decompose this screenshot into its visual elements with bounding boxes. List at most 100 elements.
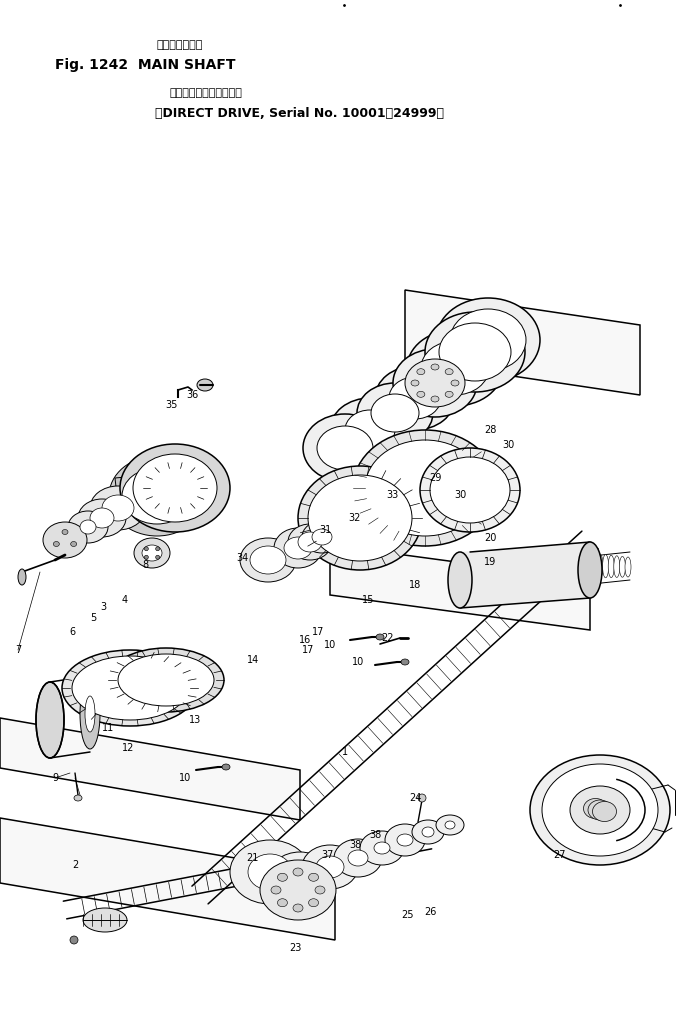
Ellipse shape: [302, 521, 342, 553]
Text: 10: 10: [324, 640, 336, 650]
Polygon shape: [0, 819, 335, 940]
Ellipse shape: [376, 634, 384, 640]
Polygon shape: [460, 542, 590, 608]
Text: 17: 17: [312, 627, 324, 637]
Text: 21: 21: [246, 853, 258, 863]
Ellipse shape: [268, 852, 332, 904]
Polygon shape: [115, 500, 140, 521]
Text: 10: 10: [352, 657, 364, 667]
Text: 5: 5: [90, 613, 96, 623]
Text: 11: 11: [102, 723, 114, 733]
Ellipse shape: [602, 554, 609, 577]
Ellipse shape: [308, 899, 319, 907]
Text: 15: 15: [362, 595, 374, 605]
Ellipse shape: [308, 873, 319, 881]
Ellipse shape: [407, 361, 463, 405]
Ellipse shape: [222, 764, 230, 770]
Ellipse shape: [430, 457, 510, 523]
Ellipse shape: [448, 552, 472, 608]
Ellipse shape: [43, 522, 87, 558]
Ellipse shape: [583, 798, 607, 819]
Polygon shape: [0, 718, 300, 820]
Text: 18: 18: [409, 580, 421, 590]
Ellipse shape: [625, 557, 631, 577]
Text: 38: 38: [369, 830, 381, 840]
Text: 12: 12: [122, 743, 134, 753]
Ellipse shape: [439, 323, 511, 381]
Ellipse shape: [360, 831, 404, 865]
Ellipse shape: [417, 369, 425, 375]
Ellipse shape: [248, 854, 292, 890]
Text: 3: 3: [100, 602, 106, 612]
Ellipse shape: [445, 821, 455, 829]
Text: 7: 7: [15, 645, 21, 655]
Text: 29: 29: [429, 473, 441, 483]
Ellipse shape: [417, 391, 425, 397]
Text: 33: 33: [386, 490, 398, 500]
Ellipse shape: [240, 538, 296, 582]
Ellipse shape: [54, 542, 59, 546]
Ellipse shape: [298, 532, 322, 552]
Ellipse shape: [450, 309, 526, 371]
Text: 23: 23: [289, 943, 301, 953]
Text: 16: 16: [299, 635, 311, 645]
Ellipse shape: [278, 873, 287, 881]
Ellipse shape: [357, 383, 433, 443]
Ellipse shape: [317, 426, 373, 470]
Ellipse shape: [250, 546, 286, 574]
Ellipse shape: [133, 454, 217, 522]
Ellipse shape: [421, 341, 489, 395]
Polygon shape: [330, 545, 590, 630]
Ellipse shape: [411, 380, 419, 386]
Ellipse shape: [284, 537, 312, 559]
Ellipse shape: [393, 349, 477, 417]
Ellipse shape: [293, 904, 303, 912]
Ellipse shape: [334, 839, 382, 877]
Text: （DIRECT DRIVE, Serial No. 10001－24999）: （DIRECT DRIVE, Serial No. 10001－24999）: [155, 107, 444, 120]
Ellipse shape: [405, 359, 465, 407]
Ellipse shape: [422, 827, 434, 837]
Ellipse shape: [530, 755, 670, 865]
Text: 35: 35: [166, 400, 178, 410]
Ellipse shape: [78, 499, 126, 537]
Ellipse shape: [348, 850, 368, 866]
Ellipse shape: [80, 679, 100, 749]
Ellipse shape: [431, 396, 439, 402]
Ellipse shape: [613, 556, 620, 577]
Ellipse shape: [542, 764, 658, 856]
Text: メインシャフト: メインシャフト: [157, 40, 203, 50]
Text: 30: 30: [454, 490, 466, 500]
Text: 32: 32: [349, 513, 361, 523]
Ellipse shape: [83, 908, 127, 932]
Ellipse shape: [80, 520, 96, 534]
Ellipse shape: [71, 542, 77, 546]
Text: 10: 10: [179, 773, 191, 783]
Ellipse shape: [288, 524, 332, 560]
Ellipse shape: [134, 538, 170, 568]
Ellipse shape: [620, 556, 625, 577]
Ellipse shape: [597, 554, 603, 578]
Polygon shape: [115, 476, 140, 496]
Ellipse shape: [271, 886, 281, 894]
Ellipse shape: [293, 868, 303, 876]
Ellipse shape: [375, 366, 455, 430]
Ellipse shape: [284, 865, 316, 891]
Text: 30: 30: [502, 440, 514, 450]
Ellipse shape: [330, 398, 410, 462]
Ellipse shape: [312, 529, 332, 545]
Ellipse shape: [316, 856, 344, 878]
Ellipse shape: [588, 800, 612, 820]
Ellipse shape: [385, 824, 425, 856]
Ellipse shape: [108, 648, 224, 712]
Text: 2: 2: [72, 860, 78, 870]
Ellipse shape: [68, 511, 108, 543]
Text: 37: 37: [322, 850, 334, 860]
Text: 24: 24: [409, 793, 421, 803]
Ellipse shape: [74, 795, 82, 801]
Ellipse shape: [18, 569, 26, 585]
Ellipse shape: [420, 448, 520, 532]
Ellipse shape: [144, 555, 148, 559]
Ellipse shape: [365, 440, 485, 536]
Ellipse shape: [570, 786, 630, 834]
Text: 36: 36: [186, 390, 198, 400]
